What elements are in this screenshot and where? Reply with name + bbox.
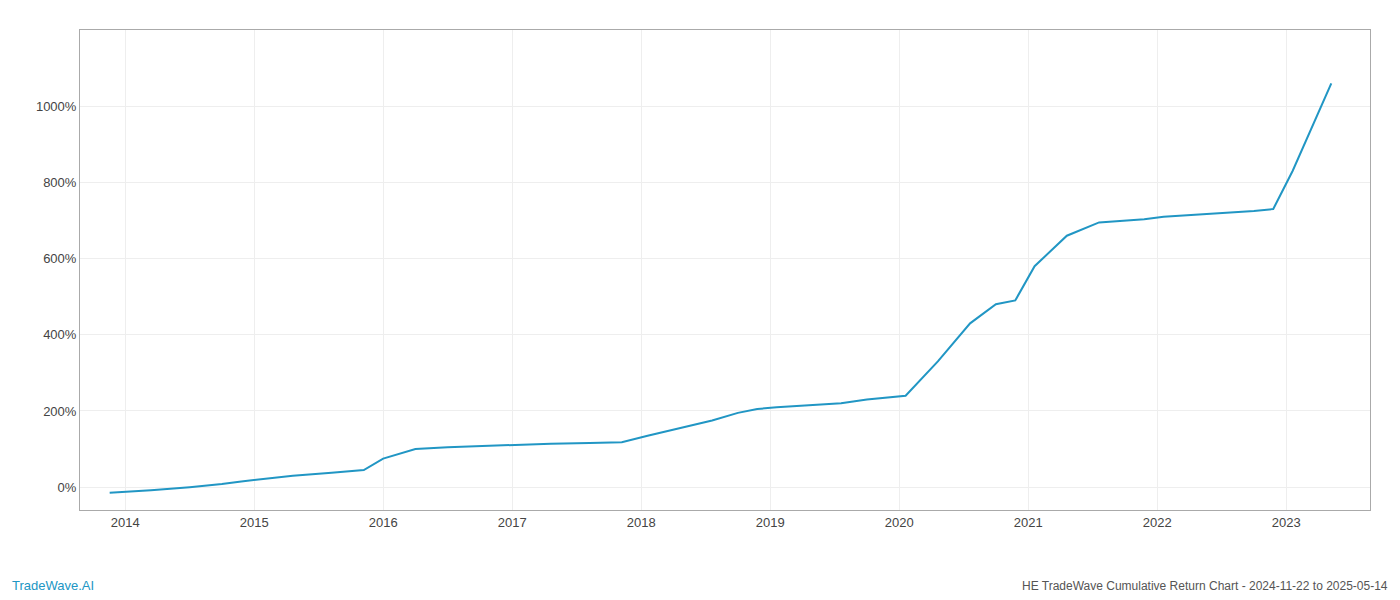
svg-text:TradeWave.AI: TradeWave.AI [12,578,94,593]
svg-text:2016: 2016 [369,515,398,530]
svg-text:2020: 2020 [885,515,914,530]
svg-text:800%: 800% [43,175,77,190]
svg-text:2018: 2018 [627,515,656,530]
svg-text:0%: 0% [58,480,77,495]
svg-text:200%: 200% [43,404,77,419]
svg-text:HE TradeWave Cumulative Return: HE TradeWave Cumulative Return Chart - 2… [1022,579,1388,593]
svg-text:2021: 2021 [1014,515,1043,530]
svg-text:2022: 2022 [1143,515,1172,530]
svg-text:2017: 2017 [498,515,527,530]
svg-text:1000%: 1000% [36,99,77,114]
svg-text:2014: 2014 [111,515,140,530]
svg-text:400%: 400% [43,327,77,342]
svg-text:600%: 600% [43,251,77,266]
svg-text:2015: 2015 [240,515,269,530]
svg-text:2019: 2019 [756,515,785,530]
svg-text:2023: 2023 [1272,515,1301,530]
